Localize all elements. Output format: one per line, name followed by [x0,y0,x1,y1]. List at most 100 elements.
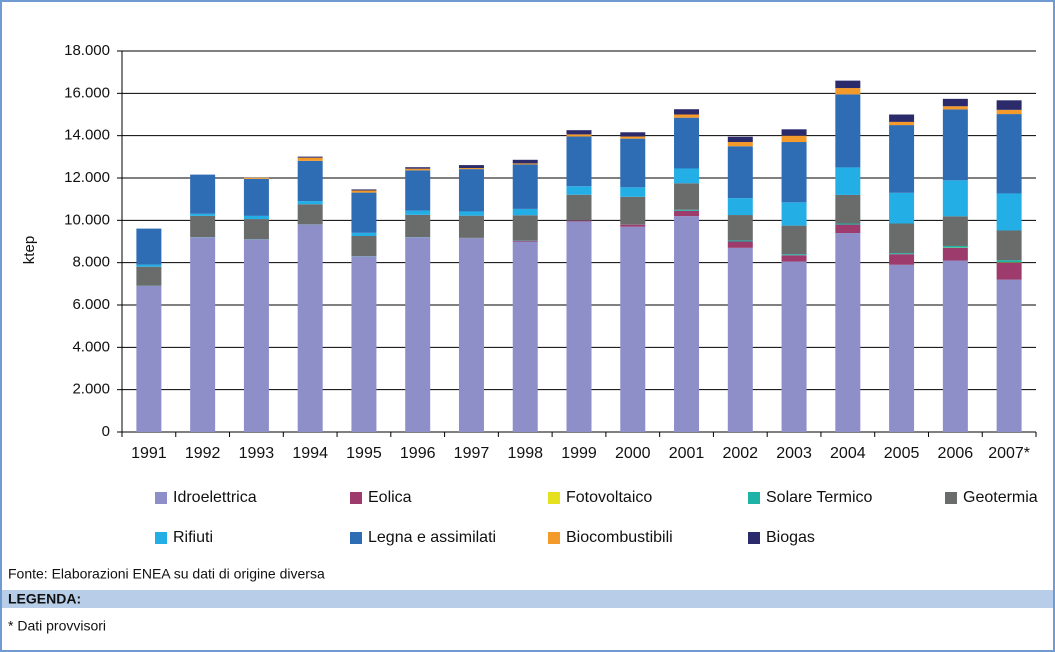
legend-label: Solare Termico [766,489,873,506]
y-tick-label: 2.000 [72,381,110,398]
legend-label: Rifiuti [173,529,213,546]
y-tick-label: 16.000 [64,84,110,101]
x-tick-label: 2007* [988,445,1030,462]
bar-segment [727,215,753,241]
bar-segment [405,210,431,215]
x-tick-label: 1993 [239,445,275,462]
legend-swatch [155,532,167,544]
x-tick-label: 1998 [507,445,543,462]
bar-segment [674,216,700,432]
x-tick-label: 1994 [292,445,328,462]
bar-segment [405,170,431,211]
bar-segment [835,224,861,234]
bar-segment [889,254,915,265]
bar-segment [835,88,861,95]
y-tick-label: 10.000 [64,211,110,228]
x-tick-label: 2002 [722,445,758,462]
bar-segment [996,262,1022,280]
bar-segment [889,114,915,122]
bar-segment [351,232,377,236]
bar-segment [190,213,216,216]
bar-segment [889,192,915,224]
legend-swatch [548,492,560,504]
bar-segment [996,193,1022,231]
bar-segment [458,238,484,432]
x-tick-label: 1997 [454,445,490,462]
legend-swatch [155,492,167,504]
bar-segment [190,174,216,214]
bar-segment [835,94,861,168]
bar-segment [996,114,1022,194]
legend-swatch [350,532,362,544]
bar-segment [136,264,162,267]
legend-heading: LEGENDA: [8,591,81,607]
bar-segment [351,235,377,257]
bar-segment [136,285,162,432]
bar-segment [996,260,1022,263]
bar-segment [620,224,646,227]
bar-segment [942,180,968,217]
legend-swatch [945,492,957,504]
bar-segment [566,134,592,137]
x-tick-label: 2004 [830,445,866,462]
bar-segment [190,215,216,238]
bar-segment [727,146,753,199]
bar-segment [243,177,269,179]
bar-segment [781,225,807,255]
bar-segment [566,220,592,222]
bar-segment [351,256,377,432]
bar-segment [566,221,592,432]
source-note: Fonte: Elaborazioni ENEA su dati di orig… [8,566,325,582]
bar-segment [674,209,700,211]
bar-segment [674,183,700,210]
bar-segment [674,109,700,115]
bar-segment [781,129,807,136]
bar-segment [996,109,1022,115]
bar-segment [405,168,431,171]
x-tick-label: 1995 [346,445,382,462]
legend-swatch [548,532,560,544]
bar-segment [458,168,484,170]
bar-segment [458,169,484,212]
bar-segment [512,240,538,242]
legend-label: Idroelettrica [173,489,257,506]
x-tick-label: 1992 [185,445,221,462]
bar-segment [620,138,646,188]
bar-segment [566,194,592,221]
y-tick-label: 6.000 [72,296,110,313]
bar-segment [136,266,162,286]
legend-label: Geotermia [963,489,1038,506]
bar-segment [727,142,753,147]
bar-segment [835,167,861,195]
bar-segment [781,135,807,143]
bar-segment [727,241,753,248]
footnote: * Dati provvisori [8,618,106,634]
bar-segment [512,164,538,209]
bar-segment [512,163,538,165]
bar-segment [674,117,700,169]
legend-label: Fotovoltaico [566,489,652,506]
bar-segment [351,189,377,191]
legend-label: Biocombustibili [566,529,673,546]
bar-segment [405,237,431,432]
bar-segment [297,204,323,225]
bar-segment [297,156,323,158]
bar-segment [512,159,538,164]
bar-segment [458,165,484,169]
y-axis-label: ktep [21,236,38,264]
x-tick-label: 2001 [669,445,705,462]
bar-segment [620,132,646,137]
bar-segment [566,130,592,135]
bar-segment [835,194,861,224]
bar-segment [297,157,323,161]
bar-segment [727,136,753,143]
bar-segment [781,254,807,256]
bar-segment [243,215,269,220]
bar-segment [781,142,807,203]
bar-segment [835,233,861,432]
bar-segment [512,215,538,241]
bar-segment [297,201,323,205]
bar-segment [243,219,269,240]
y-tick-label: 12.000 [64,169,110,186]
bar-segment [620,187,646,197]
